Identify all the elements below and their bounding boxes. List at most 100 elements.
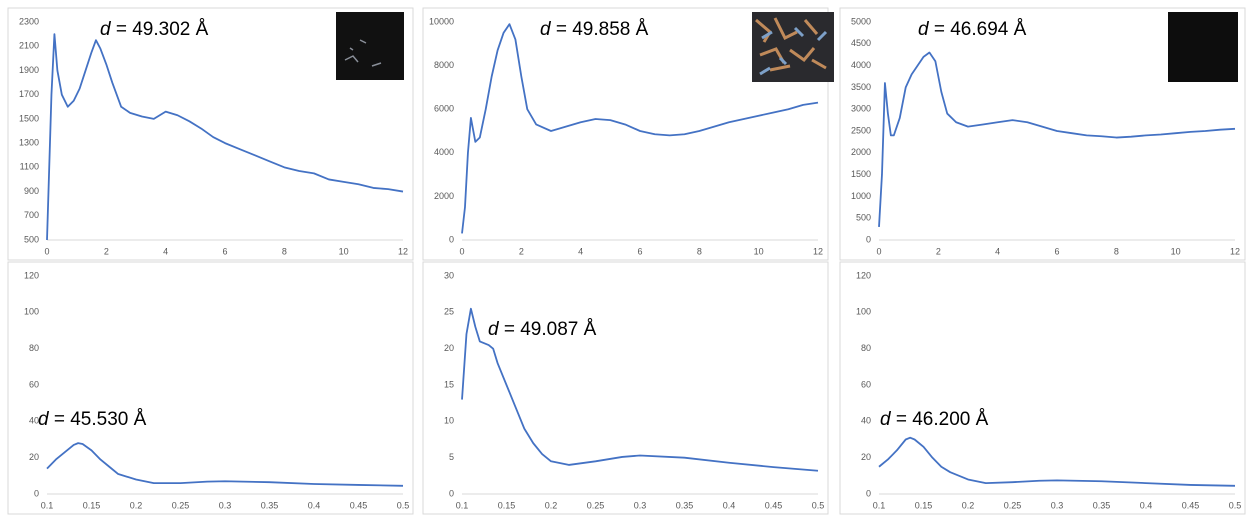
x-tick-label: 8 (697, 246, 702, 256)
panel-border (839, 261, 1246, 515)
annotation: d = 49.302 Å (100, 19, 209, 40)
x-tick-label: 12 (1230, 246, 1240, 256)
x-tick-label: 2 (104, 246, 109, 256)
data-line (46, 442, 404, 487)
x-tick-label: 0.5 (397, 500, 410, 510)
y-tick-label: 25 (444, 307, 454, 317)
x-tick-label: 0.15 (498, 500, 516, 510)
panel-border (422, 261, 829, 515)
y-tick-label: 80 (29, 343, 39, 353)
y-tick-label: 1700 (19, 89, 39, 99)
y-tick-label: 8000 (434, 60, 454, 70)
x-tick-label: 6 (1054, 246, 1059, 256)
x-tick-label: 0.35 (676, 500, 694, 510)
y-tick-label: 4500 (851, 38, 871, 48)
x-tick-label: 6 (637, 246, 642, 256)
y-tick-label: 1100 (20, 162, 39, 172)
y-tick-label: 0 (34, 488, 39, 498)
y-tick-label: 2300 (19, 16, 39, 26)
x-tick-label: 0 (876, 246, 881, 256)
y-tick-label: 60 (29, 379, 39, 389)
y-tick-label: 0 (866, 488, 871, 498)
y-tick-label: 500 (24, 234, 39, 244)
annotation: d = 49.858 Å (540, 19, 649, 40)
y-tick-label: 0 (449, 488, 454, 498)
data-line (46, 33, 404, 241)
x-tick-label: 12 (398, 246, 408, 256)
y-tick-label: 20 (861, 452, 871, 462)
y-tick-label: 120 (24, 270, 39, 280)
y-tick-label: 2100 (19, 41, 39, 51)
data-line (461, 307, 819, 472)
y-tick-label: 4000 (434, 147, 454, 157)
y-tick-label: 40 (29, 416, 39, 426)
x-tick-label: 0.2 (130, 500, 143, 510)
x-tick-label: 0.25 (1004, 500, 1022, 510)
annotation: d = 45.530 Å (38, 409, 147, 430)
x-tick-label: 4 (578, 246, 583, 256)
x-tick-label: 0.15 (83, 500, 101, 510)
x-tick-label: 0.2 (962, 500, 975, 510)
y-tick-label: 30 (444, 270, 454, 280)
y-tick-label: 100 (856, 307, 871, 317)
x-tick-label: 0.25 (172, 500, 190, 510)
y-tick-label: 1300 (19, 137, 39, 147)
x-tick-label: 10 (339, 246, 349, 256)
thumbnail-texture (344, 39, 382, 67)
data-line (878, 51, 1236, 227)
y-tick-label: 2000 (851, 147, 871, 157)
y-tick-label: 5 (449, 452, 454, 462)
y-tick-label: 1900 (19, 65, 39, 75)
chart-panel: 0 20 40 60 80 100 120 0.1 0.15 0.2 0.25 0.3 0.35 0.4 0… (7, 261, 414, 515)
x-tick-label: 8 (1114, 246, 1119, 256)
x-tick-label: 0.25 (587, 500, 605, 510)
x-tick-label: 0.1 (456, 500, 469, 510)
x-tick-label: 0 (459, 246, 464, 256)
panel-border (7, 261, 414, 515)
y-tick-label: 15 (444, 379, 454, 389)
y-tick-label: 0 (866, 234, 871, 244)
x-tick-label: 0.35 (1093, 500, 1111, 510)
chart-panel: 0 20 40 60 80 100 120 0.1 0.15 0.2 0.25 0.3 0.35 0.4 0… (839, 261, 1246, 515)
y-tick-label: 900 (24, 186, 39, 196)
annotation: d = 49.087 Å (488, 319, 597, 340)
x-tick-label: 2 (936, 246, 941, 256)
y-tick-label: 40 (861, 416, 871, 426)
y-tick-label: 2500 (851, 125, 871, 135)
x-tick-label: 0.5 (812, 500, 825, 510)
y-tick-label: 10 (444, 416, 454, 426)
y-tick-label: 20 (444, 343, 454, 353)
y-tick-label: 4000 (851, 60, 871, 70)
thumbnails (336, 12, 1238, 82)
x-tick-label: 0.3 (1051, 500, 1064, 510)
chart-panel: 0 5 10 15 20 25 30 0.1 0.15 0.2 0.25 0.3 0.35 0.4 0.45… (422, 261, 829, 515)
x-tick-label: 12 (813, 246, 823, 256)
x-tick-label: 2 (519, 246, 524, 256)
x-tick-label: 10 (754, 246, 764, 256)
y-tick-label: 0 (449, 234, 454, 244)
thumbnail (336, 12, 404, 80)
y-tick-label: 700 (24, 210, 39, 220)
x-tick-label: 4 (163, 246, 168, 256)
y-tick-label: 1500 (851, 169, 871, 179)
x-tick-label: 0.45 (765, 500, 783, 510)
y-tick-label: 100 (24, 307, 39, 317)
y-tick-label: 6000 (434, 104, 454, 114)
x-tick-label: 0.1 (41, 500, 54, 510)
y-tick-label: 2000 (434, 191, 454, 201)
y-tick-label: 500 (856, 213, 871, 223)
thumbnail-texture (759, 26, 828, 76)
x-tick-label: 0 (44, 246, 49, 256)
x-tick-label: 0.45 (1182, 500, 1200, 510)
y-tick-label: 80 (861, 343, 871, 353)
thumbnail (1168, 12, 1238, 82)
x-tick-label: 8 (282, 246, 287, 256)
x-tick-label: 0.5 (1229, 500, 1242, 510)
x-tick-label: 6 (222, 246, 227, 256)
y-tick-label: 1000 (851, 191, 871, 201)
x-tick-label: 0.3 (634, 500, 647, 510)
y-tick-label: 20 (29, 452, 39, 462)
y-tick-label: 3000 (851, 104, 871, 114)
